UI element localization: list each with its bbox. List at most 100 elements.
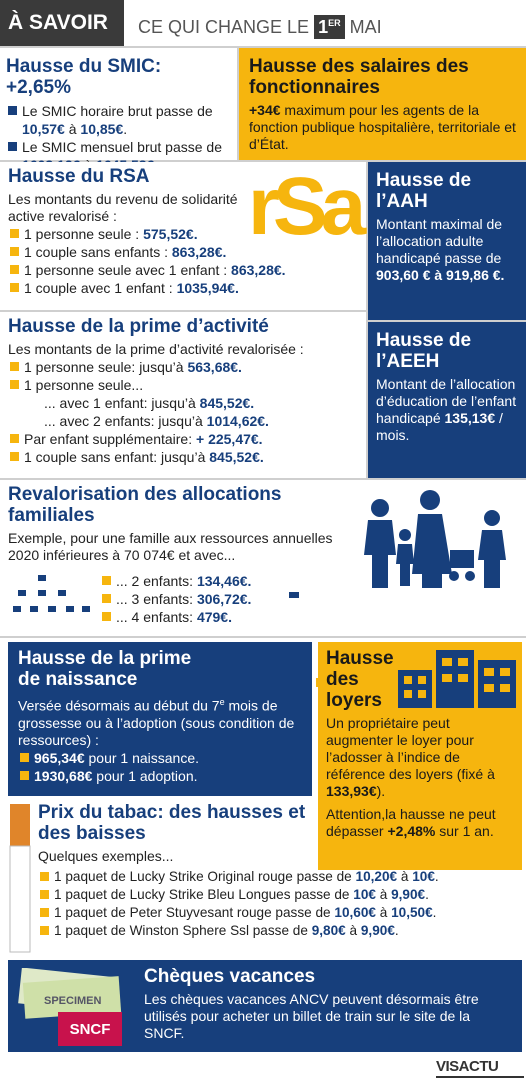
smic-section: Hausse du SMIC: +2,65% Le SMIC horaire b… [0,48,237,173]
text-run: 1 paquet de Lucky Strike Original rouge … [54,869,356,884]
section-title: Hausse de l’AAH [376,170,472,212]
highlight-text: 965,34€ [34,749,85,766]
text-run: Montant maximal de l’allocation adulte h… [376,216,503,266]
section-title: Hausse de la prime d’activité [8,316,269,337]
text-run: ... 2 enfants: [116,573,197,589]
tickets-icon: SPECIMEN SNCF [18,968,122,1046]
list-item: 1 personne seule avec 1 enfant : 863,28€… [8,261,358,279]
section-title: Prix du tabac: des hausses et des baisse… [38,802,306,844]
aah-section: Hausse de l’AAH Montant maximal de l’all… [368,162,526,320]
list-item: ... avec 1 enfant: jusqu’à 845,52€. [8,394,358,412]
highlight-text: +2,48% [387,823,436,839]
paragraph: Exemple, pour une famille aux ressources… [8,530,333,563]
naissance-section: Hausse de la prime de naissance Versée d… [8,642,312,796]
list-item: 1 paquet de Lucky Strike Original rouge … [38,868,520,886]
paragraph: Quelques exemples... [38,848,174,864]
text-run: . [425,887,429,902]
title-text: MAI [349,17,382,37]
cheques-section: SPECIMEN SNCF Chèques vacances Les chèqu… [8,960,522,1052]
list-item: 1 paquet de Lucky Strike Bleu Longues pa… [38,886,520,904]
text-run: Par enfant supplémentaire: [24,431,196,447]
highlight-text: 903,60 € à 919,86 €. [376,267,505,283]
highlight-text: 1930,68€ [34,767,93,784]
paragraph: Attention,la hausse ne peut dépasser +2,… [326,806,514,840]
text-run: 1 personne seule: jusqu’à [24,359,188,375]
highlight-text: 10,57€ [22,121,65,137]
highlight-text: 10,60€ [334,905,376,920]
rsa-logo: rSa [248,161,366,252]
highlight-text: 563,68€. [187,359,242,375]
highlight-text: 10€ [412,869,435,884]
section-title: Chèques vacances [144,966,316,987]
text-run: . [432,905,437,920]
highlight-text: 10,85€ [80,121,124,137]
paragraph: Les chèques vacances ANCV peuvent désorm… [144,991,479,1041]
text-run: à [375,887,392,902]
family-icon [364,490,506,588]
text-run: pour 1 naissance. [84,749,200,766]
list-item: 1 paquet de Winston Sphere Ssl passe de … [38,922,520,940]
highlight-text: 10€ [353,887,376,902]
text-run: à [397,869,413,884]
sncf-logo: SNCF [70,1021,111,1038]
highlight-text: 9,90€ [391,887,426,902]
text-run: maximum pour les agents de la fonction p… [249,102,516,152]
highlight-text: 575,52€. [143,226,198,242]
text-run: ... avec 2 enfants: jusqu’à [44,413,207,429]
text-run: à [375,905,392,920]
text-run: Montant de l’allocation d’éducation de l… [376,376,517,426]
title-date: 1ER [314,15,345,39]
section-title: Hausse des salaires des fonctionnaires [249,56,469,98]
text-run: mois de grossesse ou à l’adoption (sous … [18,697,295,748]
text-run: 1 paquet de Lucky Strike Bleu Longues pa… [54,887,354,902]
paragraph: Un propriétaire peut augmenter le loyer … [326,715,514,800]
highlight-text: 479€. [196,609,232,625]
paragraph: Les montants de la prime d’activité reva… [8,341,304,357]
section-title: Revalorisation des allocations familiale… [8,484,282,526]
specimen-label: SPECIMEN [44,995,102,1007]
text-run: 1 paquet de Peter Stuyvesant rouge passe… [54,905,335,920]
cigarette-icon [9,804,31,953]
highlight-text: 10,50€ [391,905,433,920]
aeeh-section: Hausse de l’AEEH Montant de l’allocation… [368,322,526,478]
title-number: 1 [318,17,329,37]
title-sup: ER [328,18,341,28]
section-title: Hausse des loyers [326,648,394,711]
text-run: à [64,121,81,137]
stroller-icon [289,592,299,598]
tabac-section: Prix du tabac: des hausses et des baisse… [36,800,522,942]
header-title: CE QUI CHANGE LE 1ER MAI [138,0,382,46]
text-run: 1 personne seule... [24,377,144,393]
list-item: Par enfant supplémentaire: + 225,47€. [8,430,358,448]
highlight-text: 9,80€ [311,923,346,938]
rsa-section: Hausse du RSA rSa Les montants du revenu… [0,162,366,310]
highlight-text: 10,20€ [355,869,398,884]
title-text: CE QUI CHANGE LE [138,17,310,37]
header-tag: À SAVOIR [0,0,124,46]
list-item: 1 personne seule: jusqu’à 563,68€. [8,358,358,376]
header: À SAVOIR CE QUI CHANGE LE 1ER MAI [0,0,526,46]
list-item: ... 3 enfants: 306,72€. [100,590,251,608]
text-run: Un propriétaire peut augmenter le loyer … [326,715,495,782]
section-title: Hausse du SMIC: +2,65% [6,56,162,98]
highlight-text: 845,52€. [209,449,264,465]
list-item: 1 paquet de Peter Stuyvesant rouge passe… [38,904,520,922]
text-run: e [219,697,225,707]
text-run: 1 couple sans enfants : [24,244,172,260]
highlight-text: 135,13€ [444,410,496,426]
text-run: ... 3 enfants: [116,591,197,607]
list-item: Le SMIC horaire brut passe de 10,57€ à 1… [6,102,231,138]
paragraph: Les montants du revenu de solidarité act… [8,191,238,224]
text-run: Le SMIC horaire brut passe de [22,103,213,119]
list-item: 1 personne seule : 575,52€. [8,225,358,243]
text-run: 1 personne seule : [24,226,144,242]
text-run: 1 couple avec 1 enfant : [24,280,177,296]
list-item: 1 couple avec 1 enfant : 1035,94€. [8,279,358,297]
highlight-text: 845,52€. [199,395,255,411]
highlight-text: 133,93€ [326,783,377,799]
highlight-text: 1014,62€. [206,413,269,429]
text-run: Attention,la hausse ne peut dépasser [326,806,496,839]
text-run: 1 paquet de Winston Sphere Ssl passe de [54,923,312,938]
paragraph: Versée désormais au début du 7e mois de … [18,694,302,749]
